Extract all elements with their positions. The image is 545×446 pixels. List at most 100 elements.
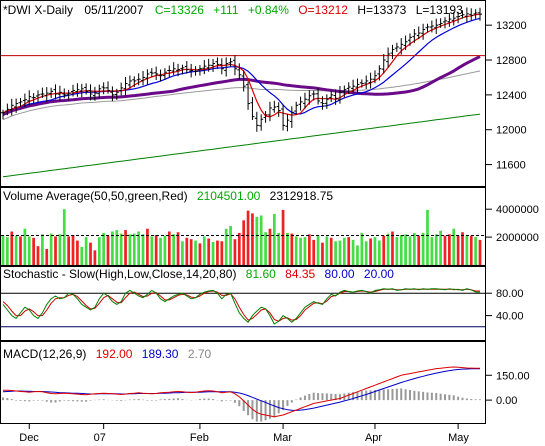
price-bars [1,7,482,132]
volume-bar [299,237,302,265]
price-bar [180,64,185,75]
volume-bar [128,234,132,265]
macd-histogram-bar [155,400,158,401]
price-bar [206,58,211,72]
volume-bar [23,228,27,265]
volume-bar [194,240,197,265]
macd-histogram-bar [172,398,175,401]
volume-bar [41,234,44,265]
volume-bar [434,234,438,265]
macd-tick-label: 150.00 [496,370,530,382]
volume-bar [408,236,412,265]
price-bar [97,84,102,99]
macd-histogram-bar [233,400,236,403]
macd-histogram-bar [98,399,101,401]
price-bar [101,82,106,95]
macd-histogram-bar [168,398,171,401]
volume-bar [102,232,106,265]
volume-bar [373,237,377,265]
macd-histogram-bar [373,390,376,401]
price-bar [294,101,299,115]
header-date: 05/11/2007 [84,3,143,17]
volume-bar [233,239,237,265]
volume-bar [369,238,372,265]
price-bar [267,101,272,122]
macd-histogram-bar [50,400,53,403]
header-close: C=13326 [155,3,204,17]
price-bar [272,100,277,113]
macd-histogram-bar [268,400,271,419]
price-bar [189,63,194,78]
volume-bar [111,231,114,265]
volume-header: Volume Average(50,50,green,Red) 2104501.… [3,189,333,203]
macd-histogram-bar [220,400,223,402]
macd-histogram-bar [198,399,201,401]
price-bar [197,65,202,76]
macd-histogram-bar [391,388,394,401]
macd-histogram-bar [382,389,385,401]
price-bar [381,54,386,74]
volume-bar [150,236,154,265]
volume-bar [325,236,329,265]
price-bar [84,83,89,95]
volume-bar [19,236,22,265]
price-bar [88,84,93,101]
volume-bar [461,232,464,265]
macd-histogram-bar [37,400,40,401]
header-change: +111 [213,3,239,17]
volume-bar [76,240,79,265]
price-bar [5,103,10,116]
price-bar [66,89,71,101]
price-bar [228,57,233,67]
price-bar [316,87,321,105]
price-tick-label: 12800 [496,55,527,67]
price-bar [464,7,469,23]
price-bar [285,113,290,132]
volume-bar [6,237,9,265]
stochastic-label: Stochastic - Slow(High,Low,Close,14,20,8… [3,267,236,281]
price-bar [394,42,399,52]
macd-histogram-bar [408,390,411,401]
volume-bar [321,242,324,265]
macd-panel-frame [0,341,486,424]
x-tick-label: Mar [273,432,292,444]
macd-histogram-bar [85,400,88,402]
price-bar [311,90,316,101]
volume-bar [430,237,434,265]
macd-histogram-bar [325,393,328,401]
price-bar [22,93,27,107]
x-axis: Dec 07 Feb Mar Apr May [19,424,469,444]
price-bar [302,92,307,109]
volume-bar [277,232,281,265]
macd-histogram-bar [76,400,79,402]
macd-histogram-bar [10,399,13,401]
macd-histogram-bar [448,394,451,401]
price-bar [145,69,150,85]
macd-histogram-bar [6,397,9,401]
macd-histogram-bar [212,399,215,401]
price-bar [451,11,456,26]
volume-bar [106,235,110,265]
volume-bar [391,231,394,265]
macd-histogram-bar [439,393,442,401]
price-moving-averages [2,13,481,178]
price-bar [289,106,294,128]
price-bar [250,97,255,120]
volume-bar [137,231,141,265]
volume-bar [312,239,316,265]
stochastic-lower-value: 20.00 [364,267,394,281]
price-bar [324,94,329,109]
volume-bar [32,237,35,265]
volume-bar [268,228,272,265]
price-bar [342,85,347,98]
price-bar [359,79,364,88]
price-tick-label: 13200 [496,20,527,32]
macd-tick-label: 0.00 [496,395,517,407]
price-bar [412,28,417,43]
price-bar [75,83,80,97]
volume-bar [251,213,254,265]
volume-bar [49,233,53,265]
price-tick-label: 11600 [496,160,526,172]
stochastic-lines [1,288,485,328]
header-pct: +0.84% [248,3,289,17]
